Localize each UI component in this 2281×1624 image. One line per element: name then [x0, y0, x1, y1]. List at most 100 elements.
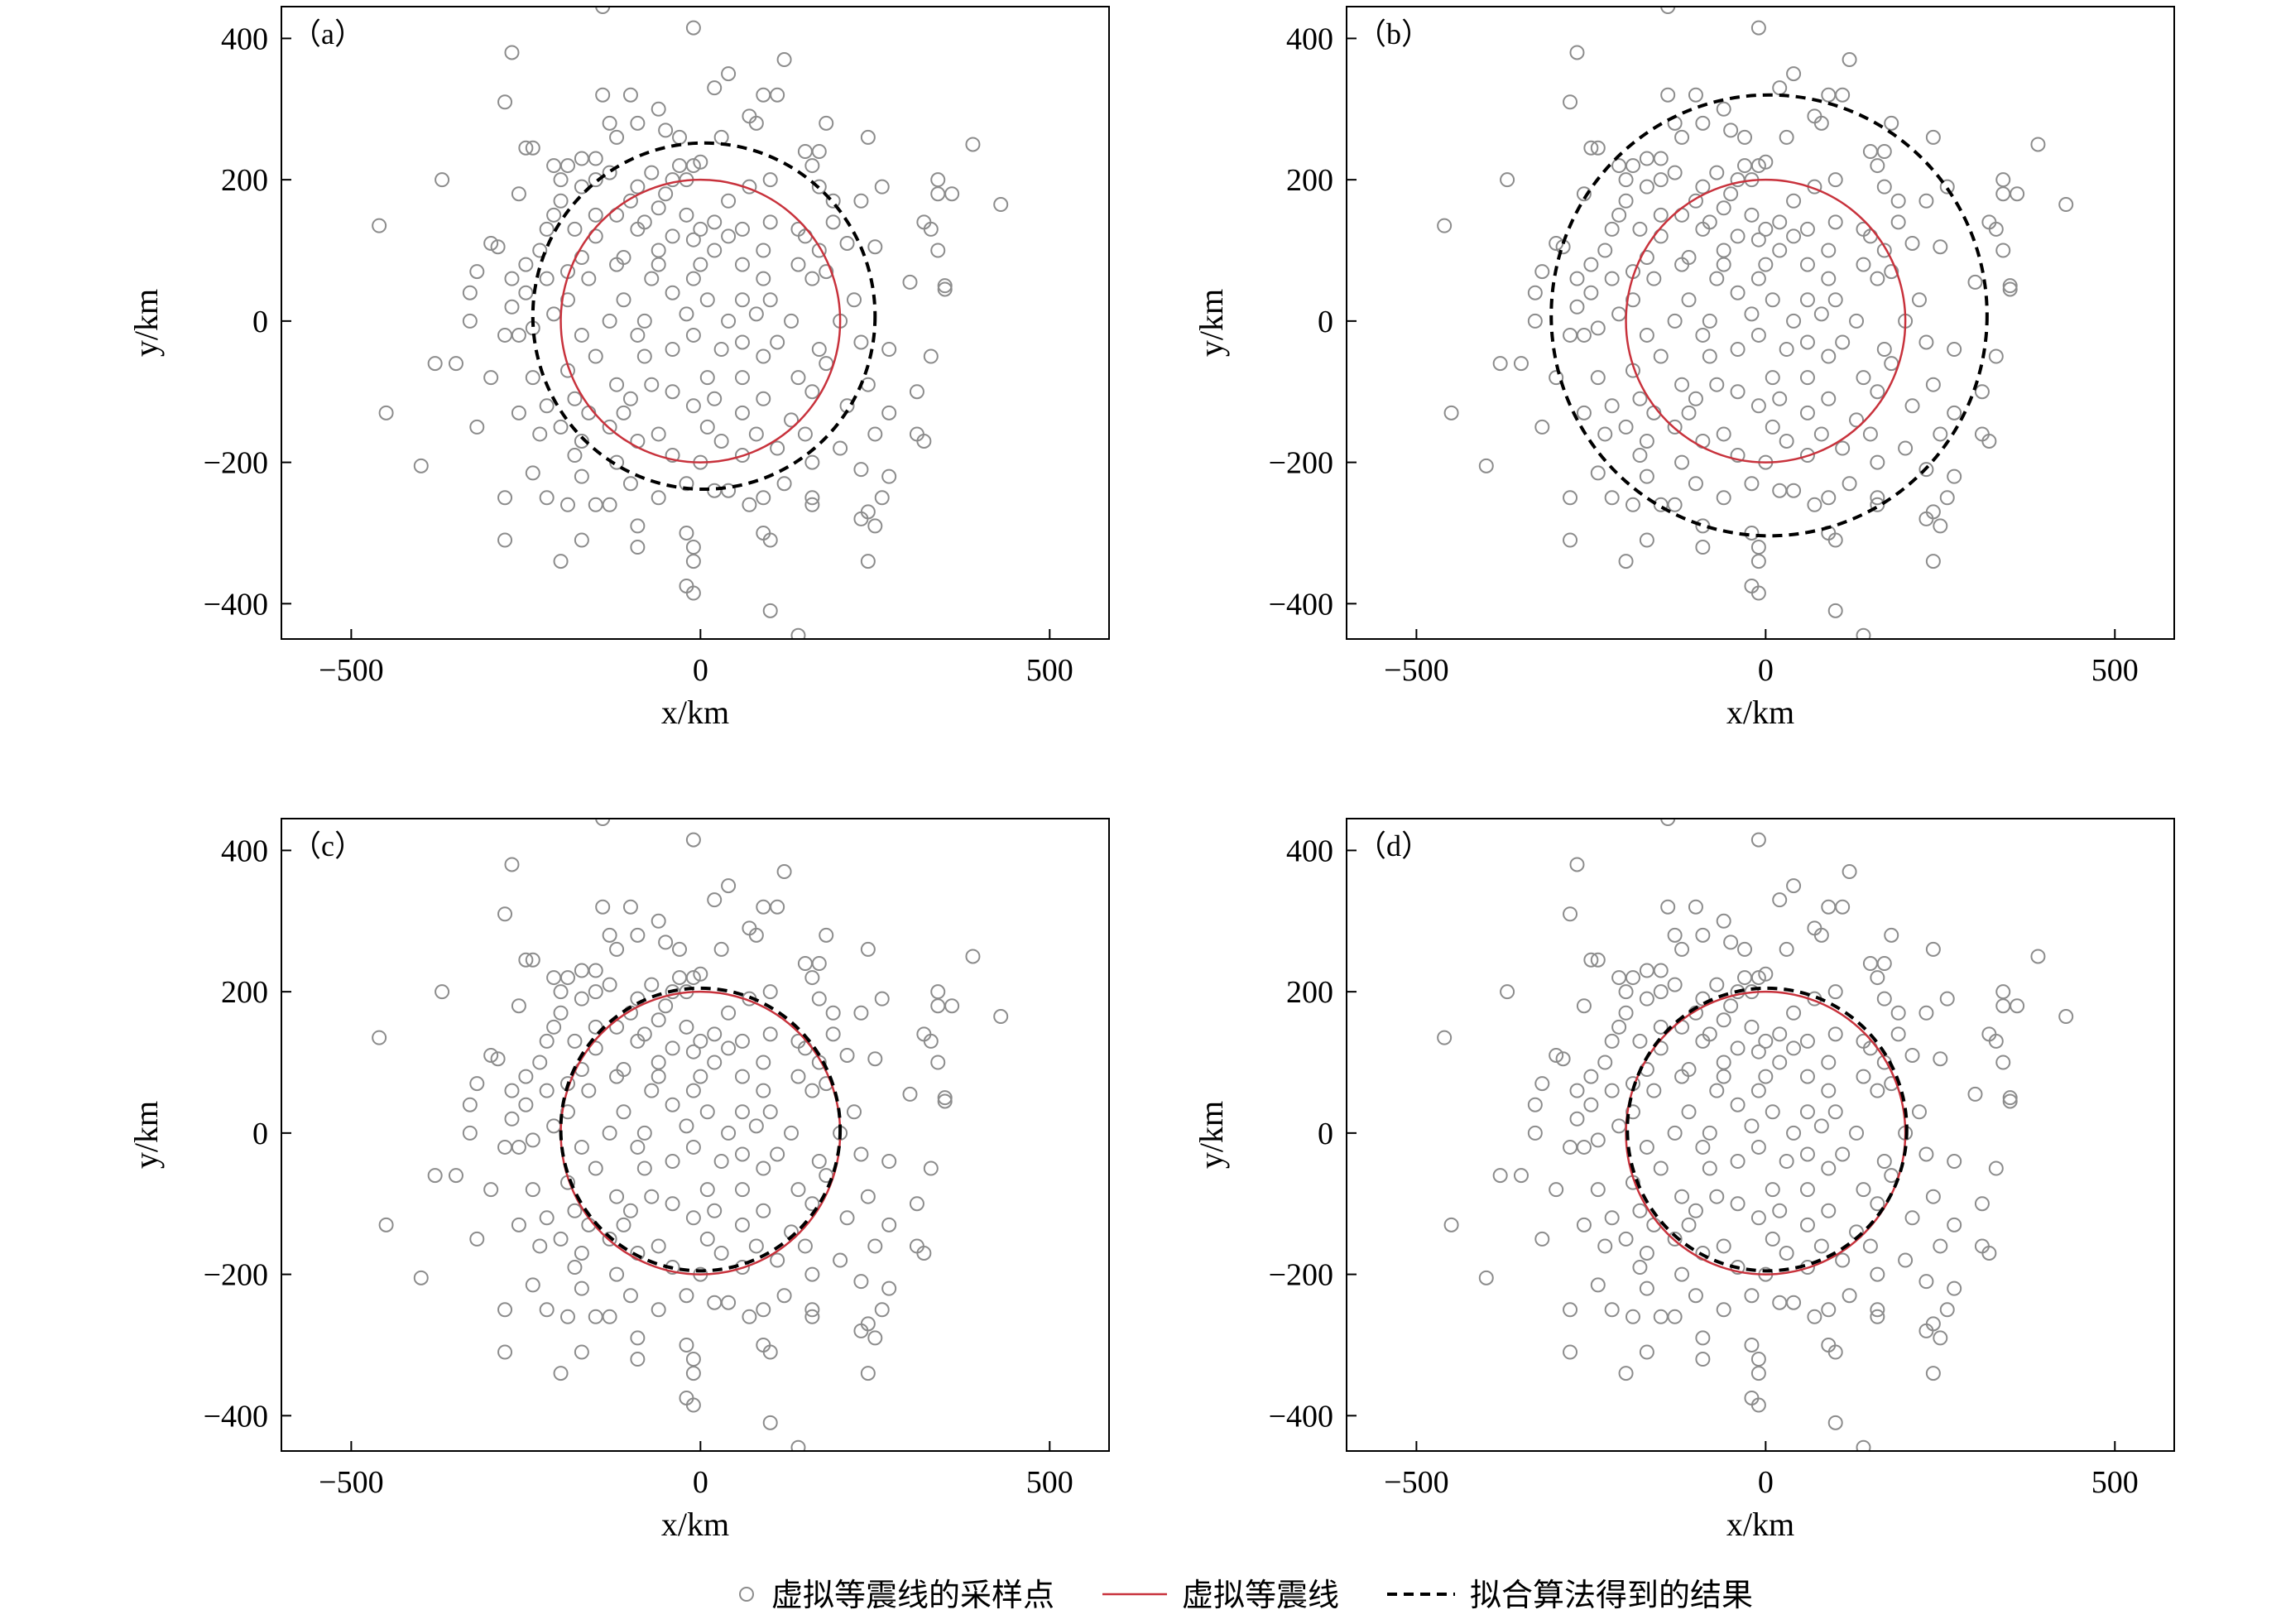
sample-point: [651, 1055, 666, 1070]
sample-point: [923, 1160, 939, 1176]
sample-point: [1681, 405, 1697, 420]
sample-point: [804, 970, 820, 986]
sample-point: [1563, 327, 1578, 343]
sample-point: [713, 129, 729, 145]
sample-point: [1590, 1277, 1606, 1293]
sample-point: [644, 271, 660, 286]
sample-point: [469, 264, 485, 280]
sample-point: [1660, 7, 1676, 14]
sample-point: [1611, 306, 1627, 322]
sample-point: [574, 433, 589, 449]
sample-point: [1870, 1309, 1885, 1324]
sample-point: [1478, 1270, 1494, 1285]
sample-point: [511, 186, 526, 202]
sample-point: [609, 129, 625, 145]
sample-points-c: [372, 819, 1009, 1451]
sample-point: [707, 214, 723, 230]
sample-point: [665, 384, 680, 400]
sample-point: [756, 899, 771, 915]
y-tick-label: 200: [221, 975, 268, 1010]
sample-point: [1835, 1252, 1851, 1268]
sample-point: [1765, 1104, 1780, 1120]
sample-point: [567, 1260, 583, 1276]
sample-point: [1604, 1033, 1620, 1049]
sample-point: [1947, 468, 1962, 484]
sample-point: [609, 377, 625, 392]
sample-point: [630, 1139, 646, 1155]
sample-point: [1750, 1366, 1766, 1381]
x-tick-label: 500: [1026, 1465, 1073, 1500]
sample-point: [819, 115, 834, 131]
sample-point: [734, 1069, 750, 1084]
sample-point: [1856, 257, 1871, 272]
sample-points-d: [1437, 819, 2074, 1451]
sample-point: [713, 342, 729, 358]
sample-point: [616, 1104, 631, 1120]
sample-point: [1870, 454, 1885, 470]
sample-point: [595, 87, 611, 103]
y-tick-label: 0: [1318, 305, 1333, 339]
sample-point: [1527, 285, 1543, 300]
sample-point: [559, 1309, 575, 1324]
sample-point: [1772, 1203, 1788, 1218]
sample-point: [1667, 977, 1683, 992]
sample-point: [679, 1019, 694, 1035]
sample-point: [930, 172, 946, 188]
sample-point: [1772, 483, 1788, 498]
sample-point: [1653, 348, 1669, 364]
sample-point: [1618, 419, 1634, 435]
sample-point: [693, 221, 708, 237]
sample-point: [665, 1196, 680, 1212]
sample-point: [567, 448, 583, 464]
sample-point: [1904, 1210, 1920, 1226]
sample-point: [707, 1295, 723, 1310]
sample-point: [651, 101, 666, 117]
sample-point: [1653, 151, 1669, 166]
sample-point: [413, 1270, 429, 1285]
sample-point: [762, 532, 778, 548]
sample-point: [622, 476, 638, 492]
sample-point: [1862, 1238, 1878, 1254]
sample-point: [825, 193, 841, 209]
sample-point: [546, 306, 562, 322]
sample-point: [1988, 1160, 2004, 1176]
sample-point: [1925, 1189, 1941, 1204]
sample-point: [1604, 221, 1620, 237]
sample-point: [588, 497, 603, 512]
sample-point: [1674, 454, 1690, 470]
sample-point: [685, 1397, 701, 1413]
sample-point: [1660, 87, 1676, 103]
sample-point: [756, 1055, 771, 1070]
sample-point: [1947, 1154, 1962, 1170]
sample-point: [427, 1168, 443, 1184]
sample-point: [1674, 129, 1690, 145]
sample-point: [497, 327, 513, 343]
sample-point: [630, 1033, 646, 1049]
sample-point: [770, 1252, 785, 1268]
sample-point: [630, 179, 646, 195]
sample-point: [707, 483, 723, 498]
sample-point: [1786, 1005, 1802, 1021]
sample-point: [574, 1139, 589, 1155]
sample-point: [1988, 1033, 2004, 1049]
sample-point: [602, 927, 617, 943]
sample-point: [1569, 45, 1585, 60]
sample-point: [372, 218, 387, 233]
sample-point: [1611, 1019, 1627, 1035]
sample-point: [1925, 129, 1941, 145]
sample-point: [1513, 1168, 1529, 1184]
sample-point: [1723, 935, 1739, 950]
sample-point: [937, 1090, 953, 1106]
sample-point: [1611, 1118, 1627, 1134]
sample-point: [748, 1118, 764, 1134]
sample-point: [734, 292, 750, 308]
sample-point: [504, 857, 520, 872]
sample-point: [1653, 1019, 1669, 1035]
x-tick-label: −500: [1384, 1465, 1448, 1500]
sample-point: [665, 285, 680, 300]
sample-point: [1604, 1302, 1620, 1318]
sample-point: [1563, 1302, 1578, 1318]
sample-point: [1862, 143, 1878, 159]
sample-point: [658, 123, 674, 138]
sample-point: [2058, 197, 2074, 213]
